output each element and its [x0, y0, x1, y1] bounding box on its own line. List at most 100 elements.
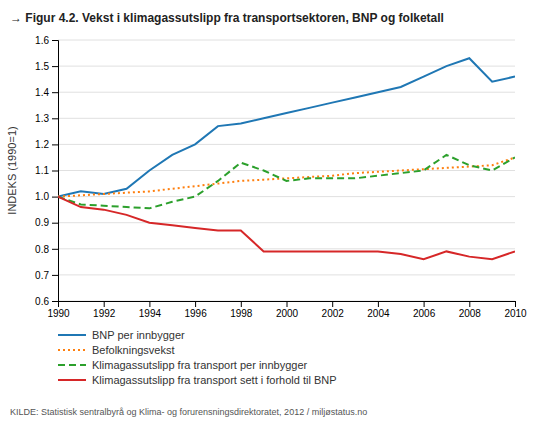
x-tick: 2000	[276, 301, 299, 319]
x-tick-label: 2010	[504, 308, 527, 319]
y-tick-mark	[52, 118, 58, 119]
y-axis-line	[52, 41, 59, 302]
legend-swatch	[58, 349, 86, 351]
series-line	[58, 58, 515, 196]
x-tick-label: 1996	[184, 308, 207, 319]
y-tick-mark	[52, 223, 58, 224]
x-tick-label: 2006	[413, 308, 436, 319]
legend-label: Befolkningsvekst	[92, 344, 175, 356]
y-tick: 0.6	[35, 296, 58, 307]
y-tick: 1.2	[35, 139, 58, 150]
x-tick: 2008	[459, 301, 482, 319]
x-tick-mark	[241, 301, 242, 307]
x-axis-line	[59, 302, 516, 308]
y-tick: 0.7	[35, 270, 58, 281]
x-tick: 1992	[93, 301, 116, 319]
x-tick-label: 1994	[139, 308, 162, 319]
grid	[58, 40, 515, 301]
legend-label: Klimagassutslipp fra transport sett i fo…	[92, 374, 337, 386]
grid-line	[58, 170, 515, 171]
legend-swatch	[58, 334, 86, 336]
x-tick: 2006	[413, 301, 436, 319]
x-tick: 2004	[367, 301, 390, 319]
x-tick-label: 2008	[459, 308, 482, 319]
source-note: KILDE: Statistisk sentralbyrå og Klima- …	[10, 407, 367, 417]
y-tick-mark	[52, 249, 58, 250]
y-tick-mark	[52, 40, 58, 41]
grid-line	[58, 92, 515, 93]
y-tick-label: 1.0	[35, 191, 49, 202]
legend-label: BNP per innbygger	[92, 329, 185, 341]
y-tick-label: 1.5	[35, 61, 49, 72]
x-tick-mark	[469, 301, 470, 307]
y-axis-title: INDEKS (1990=1)	[6, 126, 18, 214]
y-tick-mark	[52, 275, 58, 276]
chart: 1990 1992 1994 1996 1998 2000 2002 2004 2006 2008…	[0, 0, 533, 423]
y-tick-label: 0.8	[35, 244, 49, 255]
y-tick-mark	[52, 144, 58, 145]
y-tick: 1.0	[35, 191, 58, 202]
x-tick-mark	[332, 301, 333, 307]
y-tick-label: 1.6	[35, 35, 49, 46]
x-tick-label: 1998	[230, 308, 253, 319]
x-axis: 1990 1992 1994 1996 1998 2000 2002 2004 2006 2008…	[47, 301, 527, 319]
y-tick-mark	[52, 171, 58, 172]
x-tick-mark	[424, 301, 425, 307]
legend-item: Klimagassutslipp fra transport per innby…	[58, 359, 308, 371]
legend: BNP per innbygger Befolkningsvekst Klimaga…	[58, 329, 337, 386]
y-tick-label: 1.4	[35, 87, 49, 98]
y-tick-label: 0.7	[35, 270, 49, 281]
x-tick-mark	[378, 301, 379, 307]
y-tick-label: 1.2	[35, 139, 49, 150]
y-tick-mark	[52, 301, 58, 302]
y-tick: 1.6	[35, 35, 58, 46]
x-tick: 2002	[322, 301, 345, 319]
title: → Figur 4.2. Vekst i klimagassutslipp fr…	[10, 11, 444, 25]
legend-label: Klimagassutslipp fra transport per innby…	[92, 359, 308, 371]
grid-line	[58, 248, 515, 249]
y-tick-mark	[52, 197, 58, 198]
x-tick-label: 2000	[276, 308, 299, 319]
x-tick-label: 1990	[47, 308, 70, 319]
grid-line	[58, 196, 515, 197]
x-tick: 1998	[230, 301, 253, 319]
x-tick: 1990	[47, 301, 70, 319]
x-tick: 1996	[184, 301, 207, 319]
x-tick-mark	[287, 301, 288, 307]
y-tick: 0.8	[35, 244, 58, 255]
legend-swatch	[58, 364, 86, 366]
y-tick-label: 0.6	[35, 296, 49, 307]
y-tick-mark	[52, 92, 58, 93]
x-tick-mark	[515, 301, 516, 307]
legend-swatch	[58, 379, 86, 381]
x-tick: 1994	[139, 301, 162, 319]
legend-item: Klimagassutslipp fra transport sett i fo…	[58, 374, 337, 386]
series-line	[58, 197, 515, 260]
series-line	[58, 155, 515, 209]
y-tick: 0.9	[35, 217, 58, 228]
lines	[58, 58, 515, 259]
y-tick-label: 1.1	[35, 165, 49, 176]
y-tick-label: 1.3	[35, 113, 49, 124]
x-tick-mark	[195, 301, 196, 307]
y-tick-label: 0.9	[35, 217, 49, 228]
x-tick-mark	[149, 301, 150, 307]
y-tick-mark	[52, 66, 58, 67]
series-line	[58, 157, 515, 196]
legend-item: BNP per innbygger	[58, 329, 185, 341]
x-tick-label: 1992	[93, 308, 116, 319]
plot-area: 1990 1992 1994 1996 1998 2000 2002 2004 2006 2008…	[6, 35, 527, 319]
y-tick: 1.3	[35, 113, 58, 124]
y-axis: 0.6 0.7 0.8 0.9 1.0 1.1 1.2 1.3 1.4 1.5 1.6	[35, 35, 58, 307]
y-tick: 1.5	[35, 61, 58, 72]
grid-line	[58, 274, 515, 275]
legend-item: Befolkningsvekst	[58, 344, 175, 356]
grid-line	[58, 222, 515, 223]
x-tick: 2010	[504, 301, 527, 319]
x-tick-label: 2002	[322, 308, 345, 319]
y-tick: 1.1	[35, 165, 58, 176]
grid-line	[58, 144, 515, 145]
grid-line	[58, 40, 515, 41]
y-tick: 1.4	[35, 87, 58, 98]
x-tick-label: 2004	[367, 308, 390, 319]
